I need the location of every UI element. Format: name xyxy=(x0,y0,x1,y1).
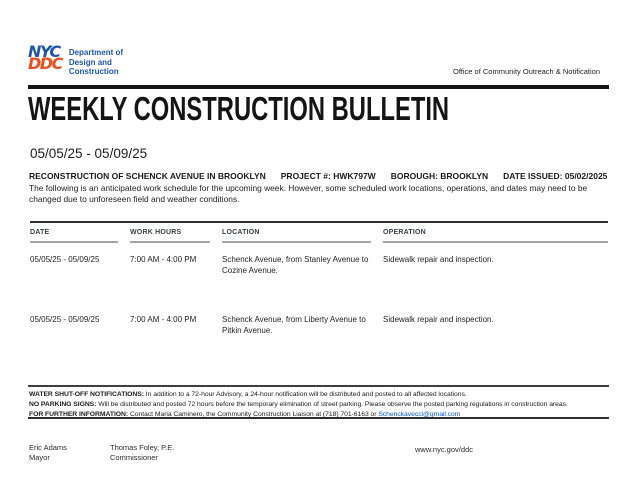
note-further-information: FOR FURTHER INFORMATION: Contact Maria C… xyxy=(29,410,609,420)
mayor-name: Eric Adams xyxy=(29,443,67,452)
project-borough: BOROUGH: BROOKLYN xyxy=(390,171,489,181)
project-header-line: RECONSTRUCTION OF SCHENCK AVENUE IN BROO… xyxy=(29,171,609,181)
schedule-disclaimer: The following is an anticipated work sch… xyxy=(29,183,588,204)
column-header-location: LOCATION xyxy=(222,229,383,243)
note-no-parking: NO PARKING SIGNS: Will be distributed an… xyxy=(29,400,609,410)
logo-nyc-text: NYC xyxy=(28,42,61,61)
cell-operation: Sidewalk repair and inspection. xyxy=(383,255,494,264)
commissioner-title: Commissioner xyxy=(110,453,158,463)
header-divider-bar xyxy=(28,85,609,89)
agency-website: www.nyc.gov/ddc xyxy=(415,445,473,454)
note-text: In addition to a 72-hour Advisory, a 24-… xyxy=(143,391,467,398)
page-title: WEEKLY CONSTRUCTION BULLETIN xyxy=(28,90,450,127)
project-number: PROJECT #: HWK797W xyxy=(280,171,376,181)
email-link[interactable]: Schenckaveccl@gmail.com xyxy=(378,411,461,419)
cell-location: Schenck Avenue, from Liberty Avenue to P… xyxy=(222,315,366,335)
office-label: Office of Community Outreach & Notificat… xyxy=(452,67,600,76)
column-header-date: DATE xyxy=(30,229,130,243)
agency-name: Department of Design and Construction xyxy=(69,46,123,77)
cell-date: 05/05/25 - 05/09/25 xyxy=(30,315,100,324)
nyc-ddc-logo-mark: NYC DDC xyxy=(28,42,63,73)
agency-name-line: Construction xyxy=(68,67,119,77)
cell-date: 05/05/25 - 05/09/25 xyxy=(30,255,100,264)
project-date-issued: DATE ISSUED: 05/02/2025 xyxy=(503,171,608,181)
agency-name-line: Department of xyxy=(68,48,124,57)
note-text: Contact Maria Caminero, the Community Co… xyxy=(128,411,379,419)
note-text: Will be distributed and posted 72 hours … xyxy=(96,401,568,409)
table-header-row: DATE WORK HOURS LOCATION OPERATION xyxy=(30,223,608,243)
nyc-ddc-logo: NYC DDC Department of Design and Constru… xyxy=(28,42,123,77)
project-info: RECONSTRUCTION OF SCHENCK AVENUE IN BROO… xyxy=(29,171,609,205)
mayor-signature-block: Eric Adams Mayor xyxy=(29,443,67,463)
table-row: 05/05/25 - 05/09/25 7:00 AM - 4:00 PM Sc… xyxy=(30,243,608,303)
note-label: FOR FURTHER INFORMATION: xyxy=(29,411,129,419)
notes-bottom-rule xyxy=(28,417,609,419)
note-water-shutoff: WATER SHUT-OFF NOTIFICATIONS: In additio… xyxy=(29,390,609,400)
notes-top-rule xyxy=(28,385,609,387)
mayor-title: Mayor xyxy=(29,453,50,463)
commissioner-signature-block: Thomas Foley, P.E. Commissioner xyxy=(110,443,174,463)
week-range: 05/05/25 - 05/09/25 xyxy=(30,146,148,161)
logo-ddc-text: DDC xyxy=(28,53,63,73)
agency-name-line: Design and xyxy=(68,57,112,67)
cell-operation: Sidewalk repair and inspection. xyxy=(383,315,494,324)
table-row: 05/05/25 - 05/09/25 7:00 AM - 4:00 PM Sc… xyxy=(30,303,608,337)
footer-notes: WATER SHUT-OFF NOTIFICATIONS: In additio… xyxy=(29,390,609,421)
note-label: WATER SHUT-OFF NOTIFICATIONS: xyxy=(29,391,144,398)
commissioner-name: Thomas Foley, P.E. xyxy=(110,443,175,452)
column-header-operation: OPERATION xyxy=(383,229,608,243)
project-name: RECONSTRUCTION OF SCHENCK AVENUE IN BROO… xyxy=(29,171,266,181)
cell-work-hours: 7:00 AM - 4:00 PM xyxy=(130,255,197,264)
note-label: NO PARKING SIGNS: xyxy=(29,401,97,409)
column-header-work-hours: WORK HOURS xyxy=(130,229,222,243)
cell-location: Schenck Avenue, from Stanley Avenue to C… xyxy=(222,255,369,275)
schedule-table: DATE WORK HOURS LOCATION OPERATION 05/05… xyxy=(30,221,608,337)
cell-work-hours: 7:00 AM - 4:00 PM xyxy=(130,315,197,324)
